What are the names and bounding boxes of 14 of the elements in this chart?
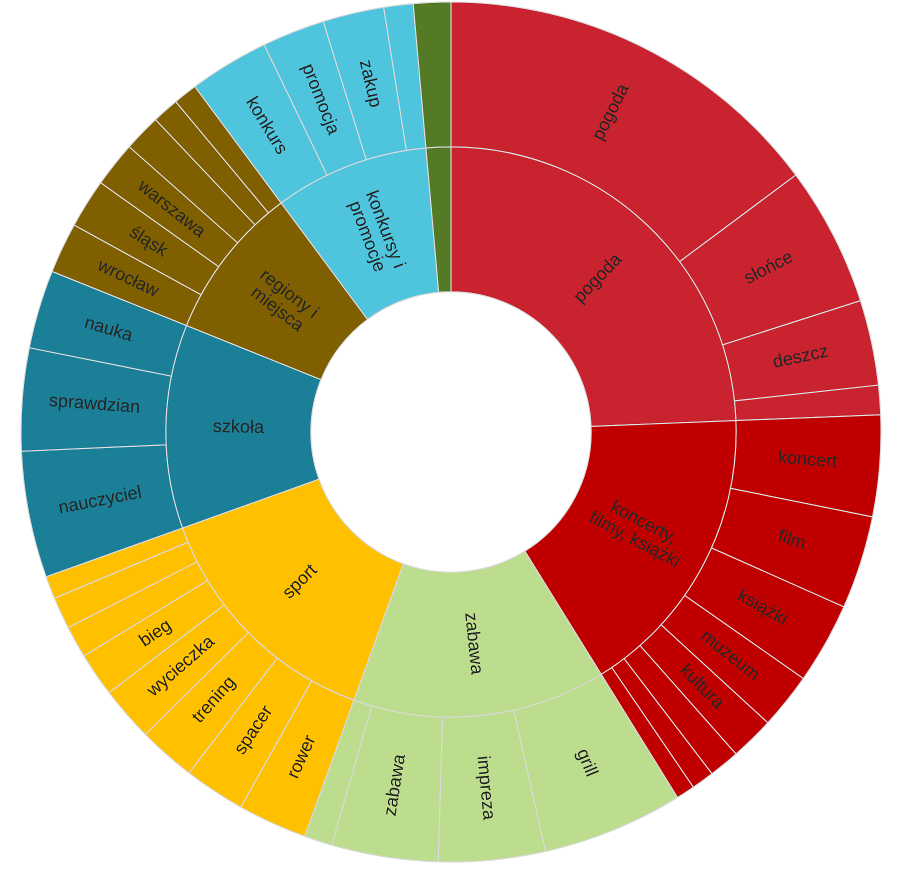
text: zabawa [465,612,485,675]
slice-label: koncert [778,450,838,468]
slice-label: nauczyciel [58,484,142,518]
slice-label: nauka [84,315,134,342]
slice-label: zakup [356,59,384,108]
slice-label: słońce [742,249,794,284]
text: szkoła [213,418,264,434]
slice-label: grill [574,747,599,778]
slice-label: film [777,528,806,550]
slice-label: rower [288,734,316,779]
slice-label: sprawdzian [48,392,140,417]
slice-label: impreza [474,756,497,821]
slice-label: deszcz [772,344,828,368]
slice-label: zabawa [382,753,406,816]
